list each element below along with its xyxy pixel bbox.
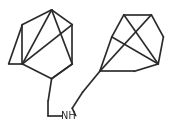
Text: NH: NH <box>61 111 76 121</box>
